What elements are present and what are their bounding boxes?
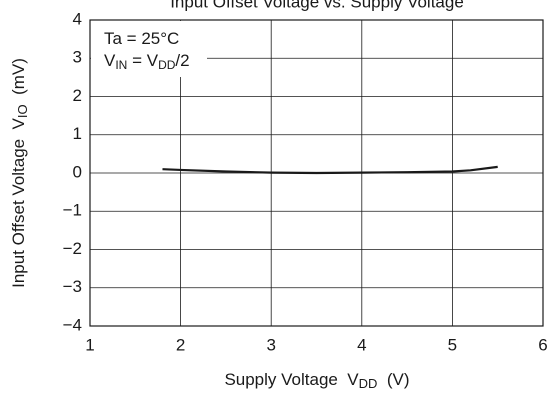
plot-border: [89, 19, 544, 327]
y-tick-label: −2: [63, 239, 82, 258]
x-tick-label: 6: [538, 335, 547, 354]
annotation-box: [91, 21, 207, 77]
annotation-part: /2: [175, 51, 189, 70]
annotation: VIN = VDD/2: [104, 51, 190, 71]
y-axis-label: Input Offset Voltage VIO (mV): [9, 58, 30, 288]
annotation-part: = V: [127, 51, 158, 70]
data-line: [162, 165, 498, 175]
y-label-part: (mV): [9, 58, 28, 104]
x-label-part: Supply Voltage V: [224, 370, 359, 389]
chart-title: Input Offset Voltage vs. Supply Voltage: [170, 0, 464, 11]
annotation: Ta = 25°C: [104, 29, 179, 48]
x-tick-label: 4: [357, 335, 366, 354]
x-label-part: (V): [377, 370, 409, 389]
y-tick-label: 4: [73, 9, 82, 28]
plot-area: −4 −3 −2 −1 0 1 2 3 4 1 2 3 4 5 6 Ta = 25°C VIN = VDD/2: [63, 9, 548, 354]
annotation-sub: IN: [115, 58, 127, 72]
annotation-part: Ta = 25°C: [104, 29, 179, 48]
x-axis-label: Supply Voltage VDD (V): [224, 370, 409, 391]
y-tick-label: −3: [63, 277, 82, 296]
y-label-sub: IO: [15, 104, 30, 118]
y-tick-label: 2: [73, 86, 82, 105]
x-tick-label: 2: [176, 335, 185, 354]
x-tick-label: 5: [448, 335, 457, 354]
annotation-sub: DD: [158, 58, 176, 72]
y-tick-label: 1: [73, 124, 82, 143]
x-label-sub: DD: [359, 376, 378, 391]
annotation-part: V: [104, 51, 116, 70]
y-tick-label: 3: [73, 48, 82, 67]
y-tick-label: −4: [63, 315, 82, 334]
y-tick-label: −1: [63, 201, 82, 220]
x-tick-label: 1: [85, 335, 94, 354]
y-tick-label: 0: [73, 162, 82, 181]
x-tick-label: 3: [266, 335, 275, 354]
y-label-part: Input Offset Voltage V: [9, 117, 28, 287]
